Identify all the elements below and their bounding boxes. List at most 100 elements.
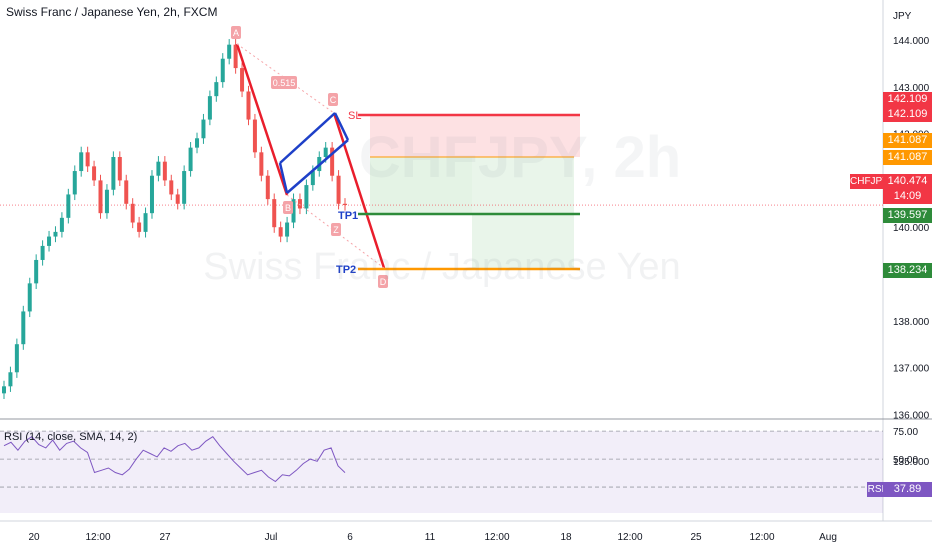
- rsi-label-tag: RSI: [867, 482, 885, 497]
- candle-body: [149, 175, 154, 214]
- rsi-title: RSI (14, close, SMA, 14, 2): [4, 431, 138, 443]
- entry-price-tag: 141.087: [883, 133, 932, 148]
- candle-body: [27, 283, 32, 312]
- candle-body: [240, 68, 245, 92]
- price-tick: 143.000: [893, 83, 930, 94]
- candle-body: [111, 157, 116, 190]
- candle-body: [285, 222, 290, 237]
- point-d-label-bg: [378, 275, 388, 288]
- candle-body: [336, 175, 341, 204]
- candle-body: [8, 372, 13, 387]
- pattern-leg-ab: [235, 43, 289, 196]
- candle-body: [79, 152, 84, 172]
- candle-body: [21, 311, 26, 345]
- candle-body: [227, 44, 232, 59]
- candle-body: [323, 147, 328, 157]
- entry-price-tag-2: 141.087: [883, 150, 932, 165]
- candle-body: [343, 203, 347, 206]
- candle-body: [201, 119, 206, 139]
- time-tick: 12:00: [749, 532, 774, 543]
- rsi-band: [0, 431, 883, 513]
- time-tick: Jul: [265, 532, 278, 543]
- channel-right: [333, 112, 350, 141]
- channel-lower: [286, 139, 349, 194]
- candle-body: [291, 199, 296, 223]
- time-tick: 27: [159, 532, 171, 543]
- stop-zone: [370, 115, 580, 157]
- sl-price-tag: 142.109: [883, 92, 932, 107]
- ratio-label: 0.515: [273, 78, 296, 88]
- price-tick: 135.000: [893, 457, 930, 468]
- candle-body: [59, 217, 64, 232]
- time-tick: 20: [28, 532, 40, 543]
- time-tick: Aug: [819, 532, 837, 543]
- candle-body: [47, 236, 52, 246]
- candle-body: [182, 171, 187, 204]
- candle-body: [330, 147, 335, 176]
- rsi-tick: 75.00: [893, 427, 918, 438]
- candle-body: [220, 58, 225, 83]
- candle-body: [130, 203, 135, 223]
- channel-left: [278, 162, 289, 194]
- tp1-label: TP1: [338, 210, 358, 222]
- candle-body: [259, 152, 264, 176]
- rsi-value-tag: 37.89: [883, 482, 932, 497]
- name-watermark: Swiss Franc / Japanese Yen: [203, 246, 681, 288]
- sl-price-tag-2: 142.109: [883, 107, 932, 122]
- countdown-tag: 14:09: [883, 189, 932, 204]
- candle-body: [278, 227, 283, 237]
- candle-body: [143, 213, 148, 232]
- candle-body: [124, 180, 129, 204]
- price-tick: 138.000: [893, 317, 930, 328]
- candle-body: [72, 171, 77, 195]
- point-z-label: Z: [333, 225, 339, 235]
- time-tick: 12:00: [617, 532, 642, 543]
- ratio-label-bg: [271, 76, 297, 89]
- candle-body: [175, 194, 180, 204]
- time-tick: 6: [347, 532, 353, 543]
- price-tick: 136.000: [893, 410, 930, 421]
- candle-body: [252, 119, 257, 153]
- candle-body: [188, 147, 193, 172]
- time-tick: 18: [560, 532, 572, 543]
- candle-body: [40, 245, 45, 260]
- time-tick: 25: [690, 532, 702, 543]
- candle-body: [162, 161, 167, 181]
- tp2-label: TP2: [336, 264, 356, 276]
- point-c-label: C: [330, 95, 337, 105]
- symbol-price-tag: CHFJPY: [850, 174, 889, 189]
- point-b-label: B: [285, 203, 291, 213]
- candle-body: [246, 91, 251, 120]
- candle-body: [195, 138, 200, 148]
- rsi-tick: 50.00: [893, 455, 918, 466]
- candle-body: [310, 171, 315, 186]
- tp1-price-tag: 139.597: [883, 208, 932, 223]
- time-tick: 12:00: [484, 532, 509, 543]
- symbol-watermark: CHFJPY, 2h: [358, 125, 682, 190]
- price-tick: 140.000: [893, 223, 930, 234]
- candle-body: [92, 166, 97, 181]
- candle-body: [304, 185, 309, 209]
- time-tick: 11: [425, 532, 436, 543]
- candle-body: [233, 44, 238, 69]
- candle-body: [85, 152, 90, 167]
- candle-body: [156, 161, 161, 176]
- candle-body: [98, 180, 103, 214]
- point-z-label-bg: [331, 223, 341, 236]
- currency-label: JPY: [893, 11, 912, 22]
- time-tick: 12:00: [85, 532, 110, 543]
- candle-body: [272, 199, 277, 228]
- point-a-label-bg: [231, 26, 241, 39]
- candle-body: [207, 96, 212, 120]
- candle-body: [2, 386, 6, 394]
- candle-body: [66, 194, 71, 218]
- price-tick: 137.000: [893, 364, 930, 375]
- point-c-label-bg: [328, 93, 338, 106]
- current-price-tag: 140.474: [883, 174, 932, 189]
- chart-title: Swiss Franc / Japanese Yen, 2h, FXCM: [6, 5, 218, 19]
- candle-body: [297, 199, 302, 209]
- tp2-price-tag: 138.234: [883, 263, 932, 278]
- point-b-label-bg: [283, 201, 293, 214]
- candle-body: [34, 259, 39, 284]
